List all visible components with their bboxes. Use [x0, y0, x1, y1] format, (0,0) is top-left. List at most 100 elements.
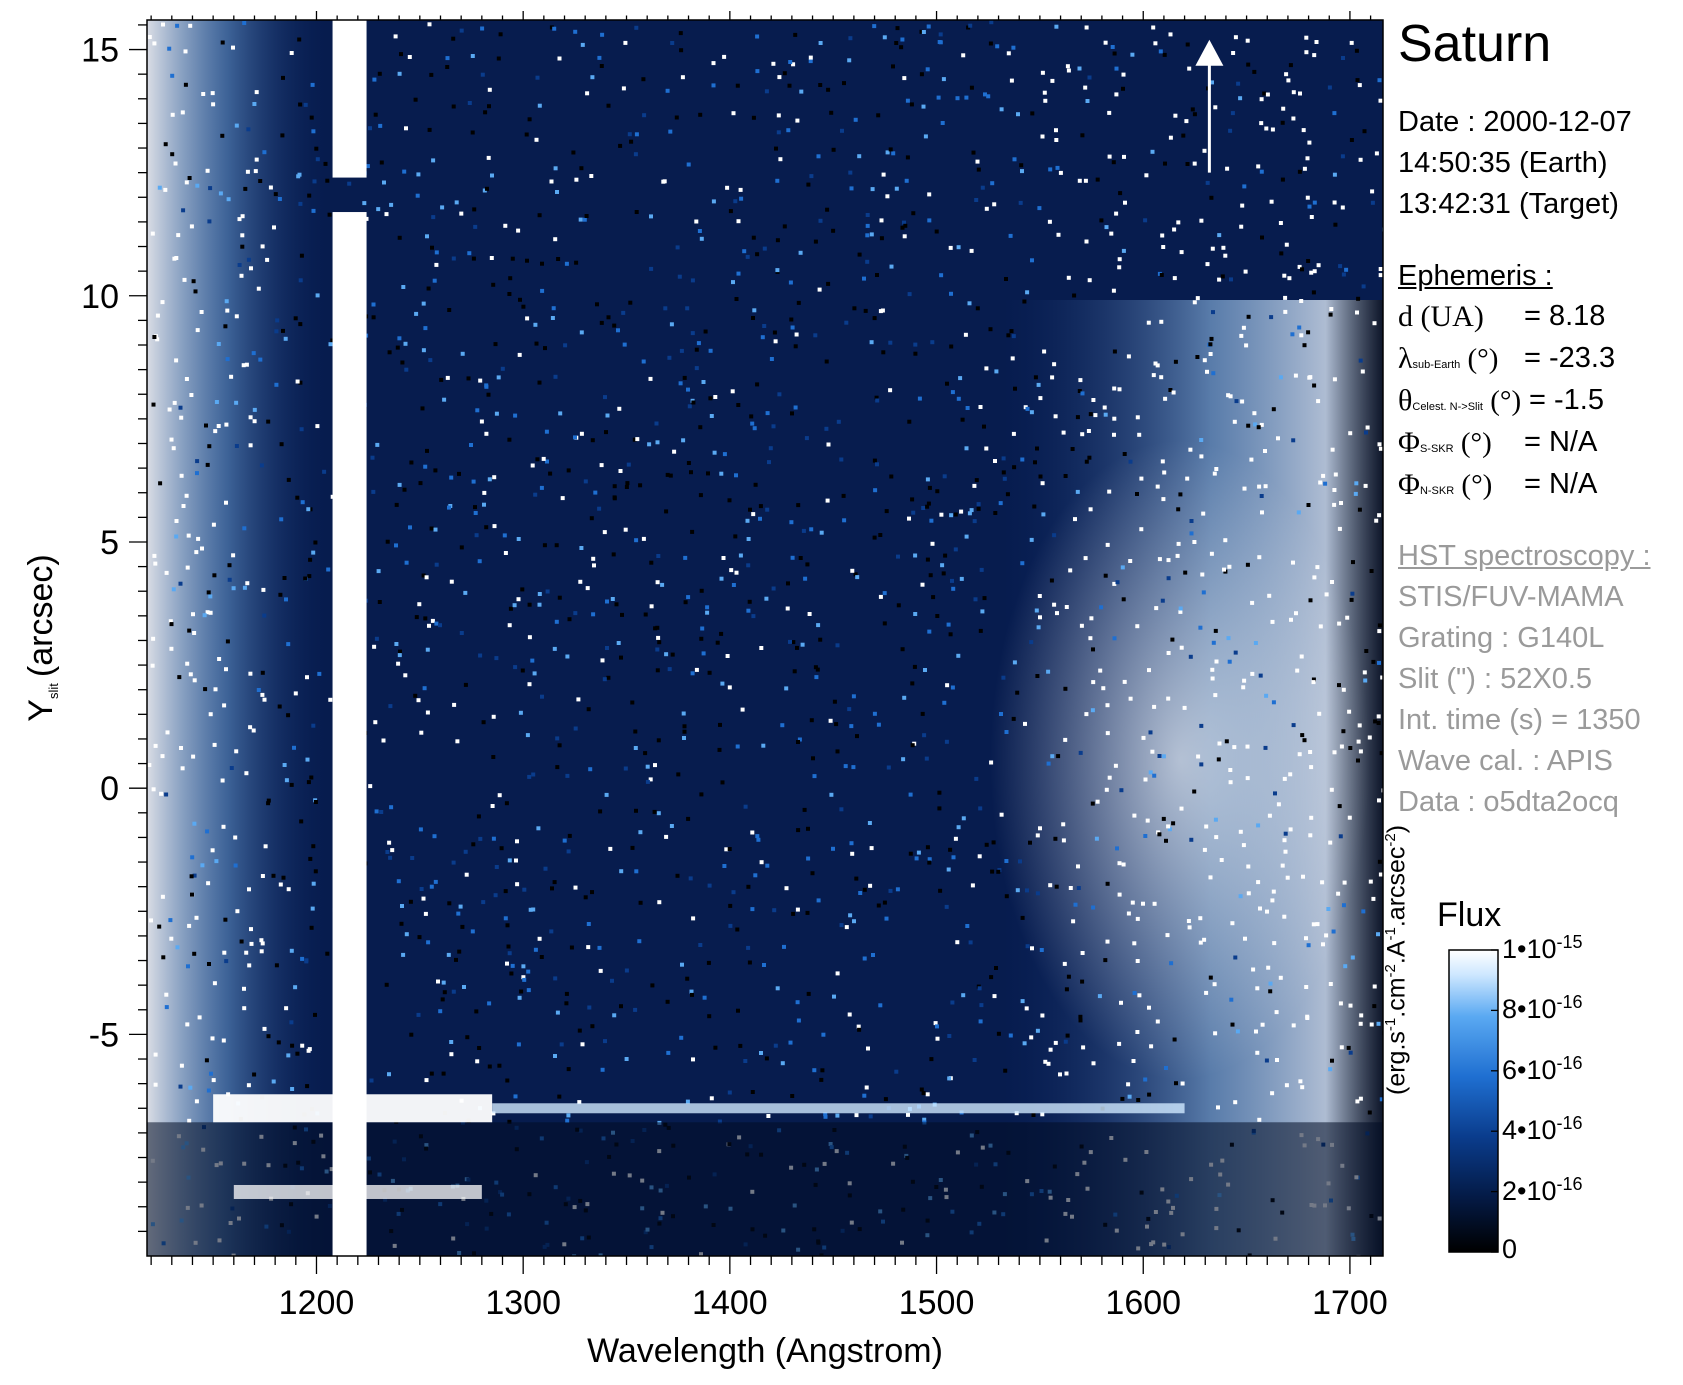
noise-pixel	[1185, 476, 1190, 481]
noise-pixel	[978, 405, 983, 409]
noise-pixel	[1233, 35, 1238, 40]
noise-pixel	[414, 615, 419, 620]
noise-pixel	[623, 527, 628, 532]
noise-pixel	[624, 968, 629, 973]
noise-pixel	[736, 403, 741, 407]
time-target: 13:42:31 (Target)	[1398, 188, 1619, 220]
noise-pixel	[216, 424, 221, 428]
noise-pixel	[811, 756, 815, 761]
noise-pixel	[1047, 219, 1052, 224]
noise-pixel	[599, 320, 604, 325]
noise-pixel	[1374, 151, 1379, 156]
noise-pixel	[1160, 459, 1165, 464]
noise-pixel	[638, 483, 643, 488]
noise-pixel	[831, 846, 835, 851]
noise-pixel	[187, 1118, 192, 1123]
observation-date: Date : 2000-12-07	[1398, 106, 1632, 138]
noise-pixel	[1172, 227, 1177, 232]
noise-pixel	[641, 77, 646, 82]
noise-pixel	[1298, 1079, 1303, 1084]
noise-pixel	[884, 509, 889, 514]
noise-pixel	[713, 395, 718, 399]
noise-pixel	[950, 685, 955, 690]
noise-pixel	[1020, 169, 1024, 174]
noise-pixel	[191, 612, 195, 617]
noise-pixel	[1332, 377, 1337, 382]
noise-pixel	[1284, 72, 1289, 77]
ephemeris-list: d (UA) = 8.18 λsub-Earth (°) = -23.3 θCelest…	[1398, 300, 1668, 510]
noise-pixel	[608, 846, 613, 851]
noise-pixel	[796, 503, 801, 508]
noise-pixel	[743, 1059, 748, 1063]
noise-pixel	[968, 23, 973, 28]
noise-pixel	[921, 104, 926, 109]
noise-pixel	[177, 675, 182, 680]
noise-pixel	[1317, 711, 1322, 716]
noise-pixel	[689, 470, 693, 475]
noise-pixel	[911, 510, 916, 515]
noise-pixel	[200, 546, 204, 551]
noise-pixel	[853, 572, 858, 577]
noise-pixel	[1141, 735, 1146, 740]
noise-pixel	[153, 743, 158, 748]
noise-pixel	[925, 845, 930, 850]
noise-pixel	[292, 745, 296, 750]
noise-pixel	[1291, 90, 1296, 95]
noise-pixel	[1210, 667, 1215, 672]
noise-pixel	[685, 1099, 690, 1104]
noise-pixel	[1029, 537, 1034, 542]
noise-pixel	[806, 991, 811, 996]
noise-pixel	[874, 395, 879, 400]
noise-pixel	[882, 591, 887, 596]
noise-pixel	[1259, 97, 1264, 102]
noise-pixel	[1268, 981, 1273, 986]
noise-pixel	[368, 784, 373, 789]
noise-pixel	[181, 504, 186, 508]
noise-pixel	[234, 400, 239, 405]
noise-pixel	[293, 985, 298, 990]
noise-pixel	[473, 505, 477, 510]
noise-pixel	[913, 553, 918, 558]
noise-pixel	[1228, 128, 1233, 133]
noise-pixel	[224, 500, 228, 505]
noise-pixel	[681, 711, 686, 716]
noise-pixel	[476, 814, 481, 819]
noise-pixel	[243, 186, 248, 191]
noise-pixel	[1230, 921, 1235, 926]
noise-pixel	[816, 154, 821, 159]
noise-pixel	[1298, 91, 1302, 96]
noise-pixel	[1149, 1044, 1154, 1049]
noise-pixel	[231, 553, 236, 558]
noise-pixel	[1363, 483, 1368, 488]
noise-pixel	[223, 324, 228, 329]
noise-pixel	[307, 193, 312, 198]
noise-pixel	[655, 647, 660, 652]
noise-pixel	[842, 81, 846, 86]
noise-pixel	[531, 772, 536, 777]
noise-pixel	[664, 652, 669, 657]
noise-pixel	[484, 431, 489, 436]
noise-pixel	[447, 505, 451, 510]
noise-pixel	[747, 599, 752, 604]
noise-pixel	[1008, 233, 1013, 238]
noise-pixel	[489, 256, 494, 260]
noise-pixel	[451, 989, 456, 994]
noise-pixel	[847, 707, 852, 712]
noise-pixel	[503, 223, 508, 228]
noise-pixel	[1308, 750, 1313, 754]
noise-pixel	[773, 339, 778, 344]
noise-pixel	[1032, 504, 1037, 509]
noise-pixel	[641, 536, 646, 541]
y-axis-title: Yslit(arcsec)	[22, 554, 61, 721]
noise-pixel	[691, 1057, 695, 1062]
noise-pixel	[796, 300, 801, 305]
colorbar-tick-label: 4•10-16	[1502, 1113, 1583, 1146]
noise-pixel	[242, 986, 246, 991]
noise-pixel	[1025, 406, 1030, 411]
noise-pixel	[961, 53, 966, 58]
y-tick-label: 5	[100, 524, 119, 562]
noise-pixel	[1091, 647, 1095, 652]
noise-pixel	[836, 419, 841, 424]
noise-pixel	[1288, 772, 1293, 777]
noise-pixel	[785, 606, 790, 611]
